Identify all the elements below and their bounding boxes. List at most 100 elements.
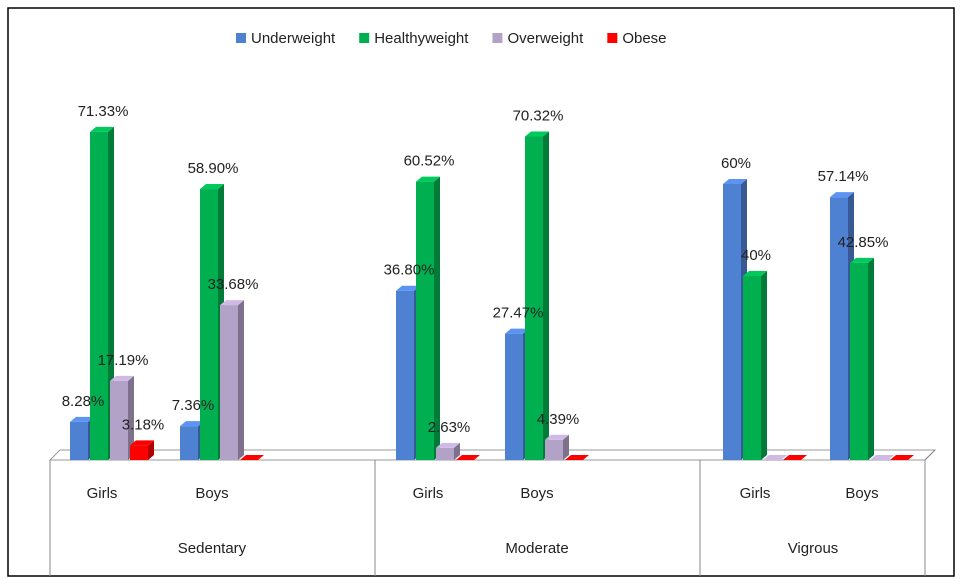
data-label: 27.47% (493, 305, 544, 322)
bar-side (128, 375, 134, 460)
bar-top (850, 257, 874, 263)
bar-front (545, 439, 563, 460)
group-label: Vigrous (788, 540, 839, 557)
data-label: 42.85% (838, 234, 889, 251)
bar-top (723, 179, 747, 184)
bar-top (416, 176, 440, 182)
bar (436, 442, 460, 460)
bar-front (505, 333, 523, 460)
data-label: 8.28% (62, 393, 105, 410)
data-label: 17.19% (98, 352, 149, 369)
data-label: 36.80% (384, 262, 435, 279)
data-label: 57.14% (818, 168, 869, 185)
bar-side (454, 442, 460, 460)
bar-top (743, 271, 767, 276)
data-label: 60% (721, 155, 751, 172)
legend-label: Overweight (507, 30, 584, 47)
bar (870, 455, 894, 460)
legend-swatch (492, 33, 503, 43)
bar (456, 455, 480, 460)
bar (110, 375, 134, 460)
bar-side (434, 176, 440, 460)
bar-top (240, 455, 264, 460)
bar-top (180, 421, 204, 427)
x-tick-label: Girls (740, 485, 771, 502)
x-tick-label: Girls (87, 485, 118, 502)
bar-top (870, 455, 894, 460)
data-label: 58.90% (188, 160, 239, 177)
bar-front (90, 131, 108, 460)
bar (240, 455, 264, 460)
x-tick-label: Boys (195, 485, 228, 502)
bar-side (108, 126, 114, 460)
bar-top (90, 126, 114, 132)
bar-top (763, 455, 787, 460)
legend-swatch (236, 33, 246, 43)
bar-top (505, 328, 529, 334)
bar (525, 131, 549, 460)
bar-front (436, 447, 454, 460)
legend-swatch (359, 33, 370, 43)
data-label: 33.68% (208, 276, 259, 293)
bar (220, 300, 244, 460)
bar-front (180, 426, 198, 460)
chart-border (7, 7, 955, 577)
bar-top (200, 184, 224, 190)
legend-swatch (607, 33, 618, 43)
bar-top (456, 455, 480, 460)
bar-side (238, 300, 244, 460)
bar-front (850, 262, 868, 460)
bar-top (436, 442, 460, 448)
bar-top (890, 455, 914, 460)
bar (743, 271, 767, 460)
data-label: 40% (741, 247, 771, 264)
x-tick-label: Boys (520, 485, 553, 502)
legend-label: Healthyweight (374, 30, 469, 47)
bar-top (830, 192, 854, 198)
bar-side (563, 434, 569, 460)
bar-side (148, 440, 154, 460)
data-label: 3.18% (122, 416, 165, 433)
legend-label: Underweight (251, 30, 336, 47)
bar-top (396, 285, 420, 291)
bar-front (525, 136, 543, 460)
data-label: 7.36% (172, 397, 215, 414)
bar (90, 126, 114, 460)
bar (763, 455, 787, 460)
bar (130, 440, 154, 460)
bar-top (783, 455, 807, 460)
group-label: Moderate (505, 540, 568, 557)
bar-front (743, 276, 761, 460)
bar (890, 455, 914, 460)
bar (545, 434, 569, 460)
bar-top (525, 131, 549, 137)
data-label: 60.52% (404, 153, 455, 170)
bar (416, 176, 440, 460)
bar-side (543, 131, 549, 460)
bar-front (70, 421, 88, 460)
group-label: Sedentary (178, 540, 247, 557)
x-tick-label: Boys (845, 485, 878, 502)
bar (783, 455, 807, 460)
bar-front (130, 445, 148, 460)
bar-front (830, 197, 848, 460)
bar-top (220, 300, 244, 306)
bar-side (761, 271, 767, 460)
bar-top (70, 416, 94, 422)
bar-front (110, 380, 128, 460)
bar-side (868, 257, 874, 460)
category-table (49, 449, 936, 576)
bar-top (565, 455, 589, 460)
bar-front (220, 305, 238, 460)
data-label: 71.33% (78, 103, 129, 120)
data-label: 70.32% (513, 107, 564, 124)
bar-front (723, 184, 741, 460)
bar-front (416, 181, 434, 460)
bar (565, 455, 589, 460)
legend-label: Obese (622, 30, 666, 47)
bar-front (396, 290, 414, 460)
x-tick-label: Girls (413, 485, 444, 502)
data-label: 2.63% (428, 419, 471, 436)
bar-top (130, 440, 154, 446)
